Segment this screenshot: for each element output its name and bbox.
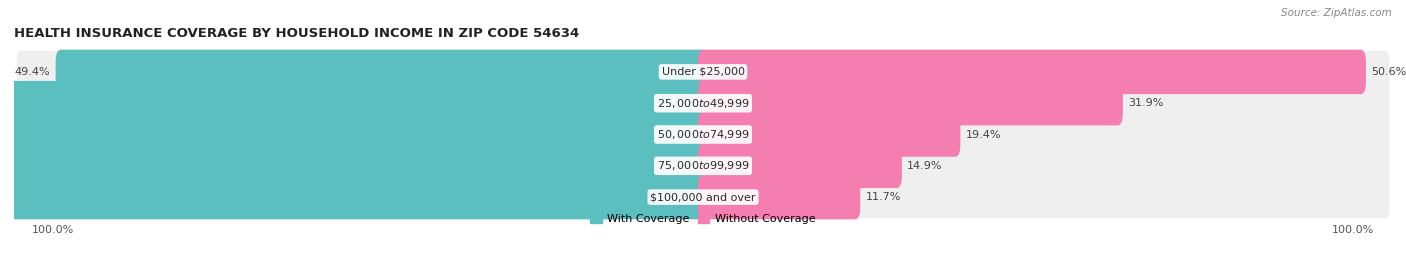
FancyBboxPatch shape <box>697 81 1123 125</box>
FancyBboxPatch shape <box>0 112 709 157</box>
Text: $75,000 to $99,999: $75,000 to $99,999 <box>657 159 749 172</box>
Text: Source: ZipAtlas.com: Source: ZipAtlas.com <box>1281 8 1392 18</box>
Legend: With Coverage, Without Coverage: With Coverage, Without Coverage <box>586 210 820 229</box>
Text: 14.9%: 14.9% <box>907 161 942 171</box>
Text: 19.4%: 19.4% <box>966 129 1001 140</box>
FancyBboxPatch shape <box>697 144 901 188</box>
FancyBboxPatch shape <box>697 112 960 157</box>
Text: 11.7%: 11.7% <box>866 192 901 202</box>
Text: 31.9%: 31.9% <box>1128 98 1163 108</box>
Text: $50,000 to $74,999: $50,000 to $74,999 <box>657 128 749 141</box>
FancyBboxPatch shape <box>56 50 709 94</box>
FancyBboxPatch shape <box>17 51 1389 93</box>
Text: HEALTH INSURANCE COVERAGE BY HOUSEHOLD INCOME IN ZIP CODE 54634: HEALTH INSURANCE COVERAGE BY HOUSEHOLD I… <box>14 27 579 40</box>
FancyBboxPatch shape <box>0 175 709 219</box>
FancyBboxPatch shape <box>0 144 709 188</box>
Text: 50.6%: 50.6% <box>1371 67 1406 77</box>
FancyBboxPatch shape <box>17 82 1389 124</box>
Text: $100,000 and over: $100,000 and over <box>650 192 756 202</box>
Text: 49.4%: 49.4% <box>15 67 51 77</box>
FancyBboxPatch shape <box>697 50 1367 94</box>
FancyBboxPatch shape <box>697 175 860 219</box>
FancyBboxPatch shape <box>0 81 709 125</box>
Text: Under $25,000: Under $25,000 <box>661 67 745 77</box>
Text: $25,000 to $49,999: $25,000 to $49,999 <box>657 97 749 110</box>
FancyBboxPatch shape <box>17 176 1389 218</box>
FancyBboxPatch shape <box>17 114 1389 155</box>
FancyBboxPatch shape <box>17 145 1389 187</box>
